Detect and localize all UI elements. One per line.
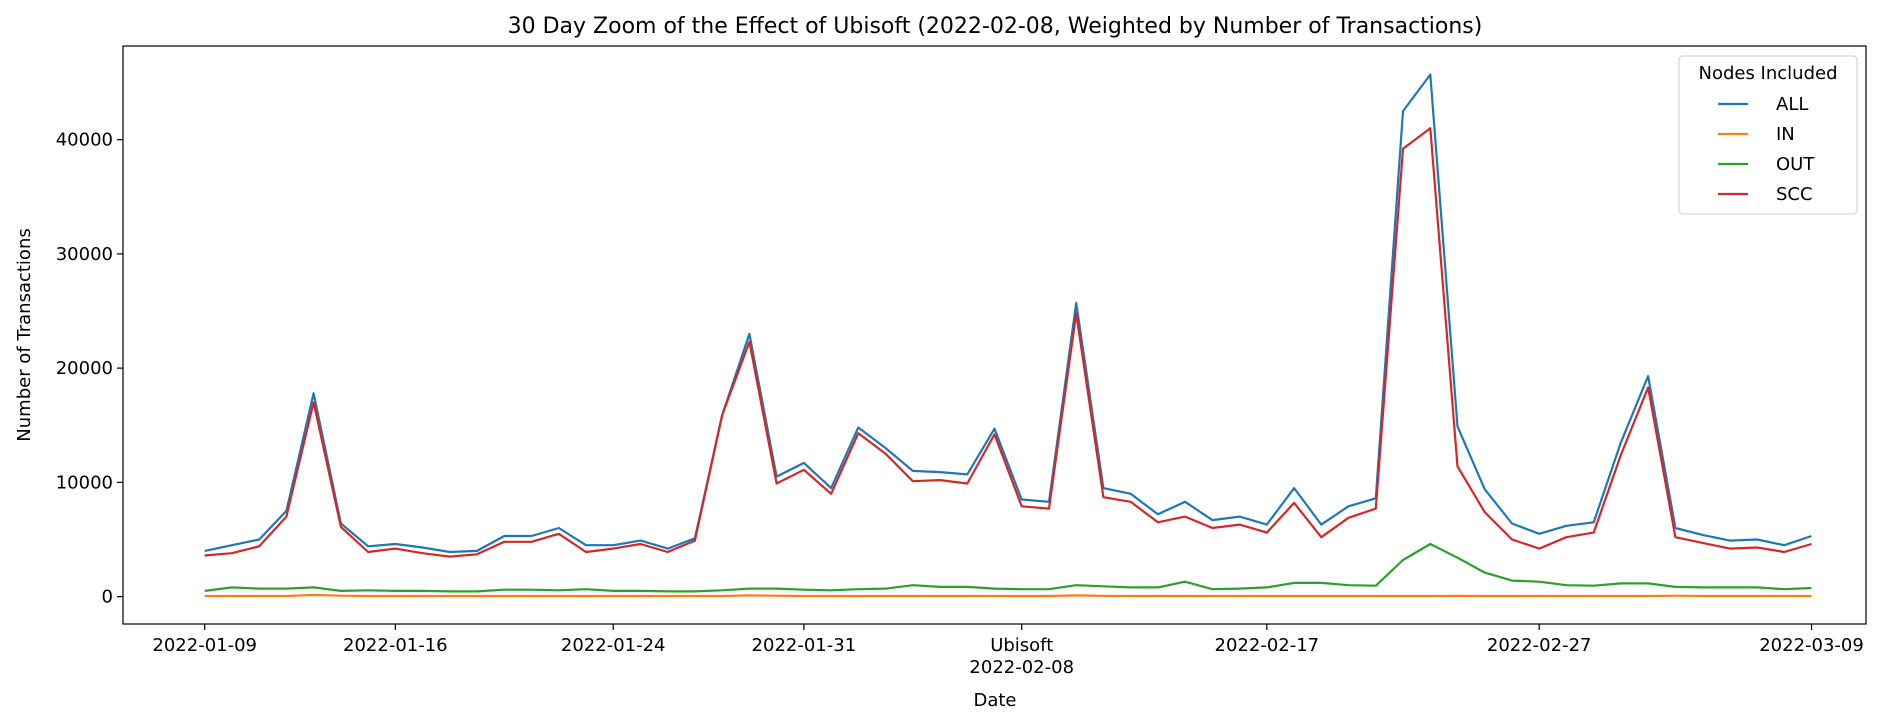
y-axis-label: Number of Transactions xyxy=(14,228,35,441)
y-tick-label: 30000 xyxy=(56,244,113,265)
x-axis: 2022-01-09 2022-01-16 2022-01-24 2022-01-31… xyxy=(152,624,1864,678)
series-line-scc xyxy=(204,127,1812,558)
legend-label-scc: SCC xyxy=(1776,184,1813,205)
x-axis-label: Date xyxy=(973,690,1016,711)
plot-frame xyxy=(122,45,1867,625)
x-tick-label: 2022-01-16 xyxy=(343,635,448,656)
x-tick-label: 2022-01-09 xyxy=(152,635,257,656)
legend-label-all: ALL xyxy=(1776,94,1808,115)
y-tick-label: 10000 xyxy=(56,472,113,493)
y-axis: 0 10000 20000 30000 40000 xyxy=(56,130,123,608)
x-tick-label: 2022-02-17 xyxy=(1215,635,1320,656)
x-tick-label: 2022-02-27 xyxy=(1487,635,1592,656)
series-line-out xyxy=(204,542,1812,593)
x-tick-label: Ubisoft 2022-02-08 xyxy=(969,635,1074,678)
x-tick-label: 2022-01-31 xyxy=(752,635,857,656)
y-tick-label: 20000 xyxy=(56,358,113,379)
plot-area xyxy=(204,73,1812,598)
legend-box xyxy=(1678,55,1858,215)
x-tick-label: 2022-03-09 xyxy=(1759,635,1864,656)
x-tick-label: 2022-01-24 xyxy=(561,635,666,656)
series-line-in xyxy=(204,593,1812,598)
y-tick-label: 0 xyxy=(102,587,113,608)
legend: Nodes Included ALL IN OUT SCC xyxy=(1678,55,1858,215)
chart-title: 30 Day Zoom of the Effect of Ubisoft (20… xyxy=(508,14,1483,39)
series-line-all xyxy=(204,73,1812,554)
legend-label-out: OUT xyxy=(1776,154,1815,175)
legend-title: Nodes Included xyxy=(1698,63,1837,84)
legend-label-in: IN xyxy=(1776,124,1795,145)
y-tick-label: 40000 xyxy=(56,130,113,151)
